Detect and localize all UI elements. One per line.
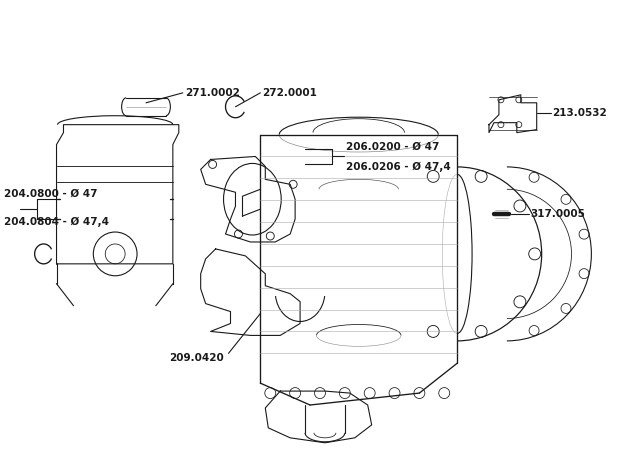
Text: 272.0001: 272.0001 [262, 88, 317, 98]
Text: 204.0804 - Ø 47,4: 204.0804 - Ø 47,4 [4, 217, 109, 227]
Text: 209.0420: 209.0420 [169, 353, 224, 363]
Text: 206.0200 - Ø 47: 206.0200 - Ø 47 [346, 142, 439, 152]
Text: 271.0002: 271.0002 [185, 88, 240, 98]
Text: 213.0532: 213.0532 [552, 108, 607, 118]
Text: 204.0800 - Ø 47: 204.0800 - Ø 47 [4, 189, 97, 199]
Text: 317.0005: 317.0005 [531, 209, 586, 219]
Text: 206.0206 - Ø 47,4: 206.0206 - Ø 47,4 [346, 161, 451, 172]
